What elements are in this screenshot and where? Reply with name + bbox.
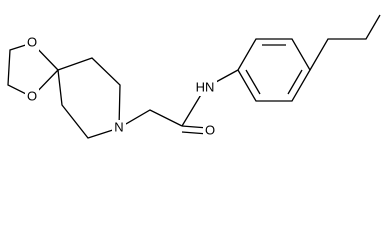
aromatic-inner-bond (287, 69, 303, 95)
ethyl-group (309, 14, 381, 71)
benzene-ring (237, 38, 311, 102)
bonds (7, 14, 381, 139)
atom-label: O (27, 34, 37, 49)
linker-bond (118, 109, 183, 129)
atom-label: O (205, 122, 215, 137)
label-bg (193, 80, 217, 96)
piperidine-ring (57, 57, 121, 139)
atom-label: N (114, 119, 123, 134)
atom-label: O (27, 88, 37, 103)
atom-label: HN (196, 79, 215, 94)
aromatic-inner-bond (245, 69, 261, 95)
atom-labels: O O N HN O (25, 34, 217, 139)
label-bg (203, 123, 217, 139)
label-bg (112, 120, 126, 136)
molecule-diagram: O O N HN O (7, 14, 381, 139)
label-bg (25, 89, 39, 105)
label-bg (25, 35, 39, 51)
